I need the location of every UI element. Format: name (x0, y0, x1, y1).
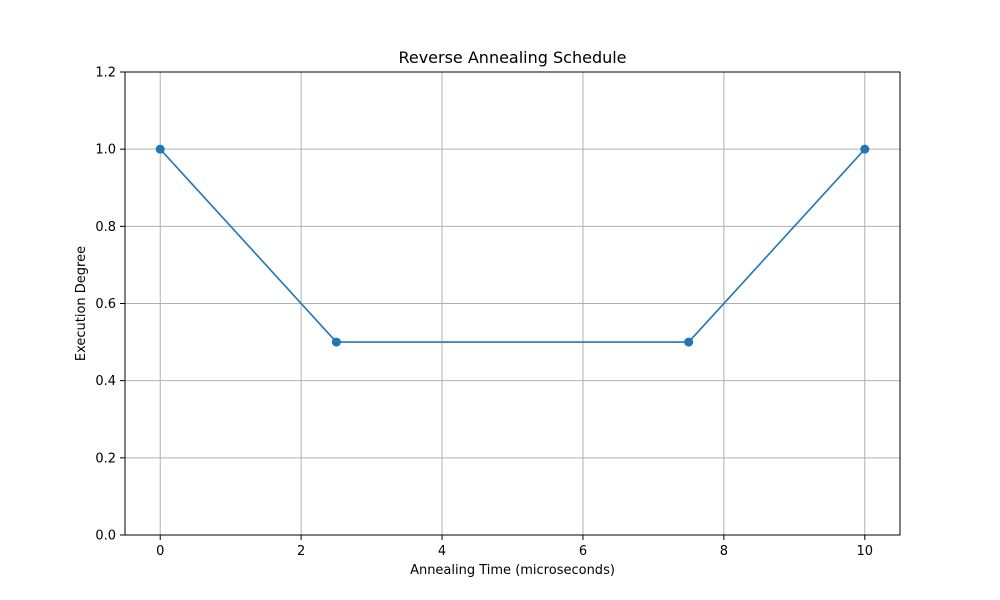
y-tick-label: 0.0 (95, 529, 116, 544)
data-point (860, 144, 870, 154)
y-tick-label: 1.2 (95, 66, 116, 81)
series-line (159, 148, 866, 343)
x-tick-label: 0 (156, 544, 164, 559)
y-tick-label: 0.2 (95, 451, 116, 466)
y-axis-title: Execution Degree (74, 246, 89, 361)
x-tick-label: 4 (438, 544, 446, 559)
y-tick-label: 1.0 (95, 143, 116, 158)
axis-ticks: 0 2 4 6 8 10 0.0 0.2 0.4 0.6 0.8 1.0 1.2 (95, 66, 873, 560)
y-tick-label: 0.6 (95, 297, 116, 312)
data-point (155, 144, 165, 154)
x-tick-label: 8 (720, 544, 728, 559)
y-tick-label: 0.4 (95, 374, 116, 389)
chart-title: Reverse Annealing Schedule (398, 48, 626, 67)
x-tick-label: 2 (297, 544, 305, 559)
x-tick-label: 6 (579, 544, 587, 559)
y-tick-label: 0.8 (95, 220, 116, 235)
data-point (684, 337, 694, 347)
data-point (331, 337, 341, 347)
x-tick-label: 10 (856, 544, 873, 559)
series-layer (155, 144, 870, 347)
x-axis-title: Annealing Time (microseconds) (410, 563, 615, 578)
